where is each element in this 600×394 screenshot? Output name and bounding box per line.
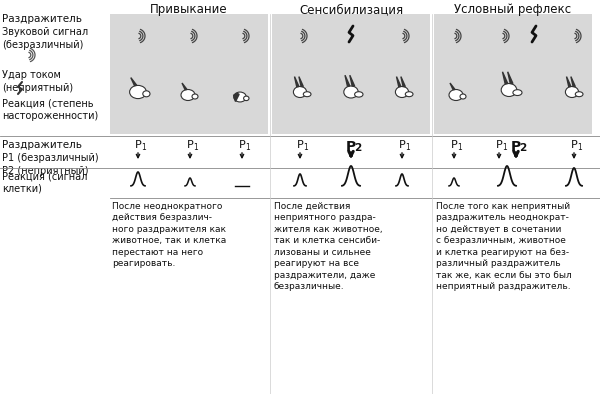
Text: 1: 1 xyxy=(142,143,146,152)
Text: 1: 1 xyxy=(245,143,250,152)
Ellipse shape xyxy=(293,87,307,97)
Polygon shape xyxy=(503,72,508,84)
Text: Р: Р xyxy=(511,140,521,154)
Ellipse shape xyxy=(395,87,409,97)
Text: Р: Р xyxy=(134,140,142,150)
Text: Р: Р xyxy=(496,140,502,150)
Text: Р1 (безразличный)
Р2 (неприятный): Р1 (безразличный) Р2 (неприятный) xyxy=(2,153,98,176)
Text: Привыкание: Привыкание xyxy=(150,3,228,16)
Ellipse shape xyxy=(406,92,413,97)
Text: 2: 2 xyxy=(355,143,362,153)
Text: 1: 1 xyxy=(458,143,462,152)
Ellipse shape xyxy=(303,92,311,97)
Ellipse shape xyxy=(460,94,466,99)
Text: 2: 2 xyxy=(520,143,527,153)
Text: Р: Р xyxy=(451,140,457,150)
Polygon shape xyxy=(450,83,455,89)
Polygon shape xyxy=(397,76,401,87)
Polygon shape xyxy=(295,76,299,87)
Ellipse shape xyxy=(355,92,363,97)
Polygon shape xyxy=(234,93,239,102)
Polygon shape xyxy=(571,76,575,87)
Text: Сенсибилизация: Сенсибилизация xyxy=(299,3,403,16)
Ellipse shape xyxy=(513,90,522,95)
Text: Удар током
(неприятный): Удар током (неприятный) xyxy=(2,70,73,93)
Text: Р: Р xyxy=(398,140,406,150)
Text: 1: 1 xyxy=(304,143,308,152)
Bar xyxy=(110,14,268,134)
Text: Раздражитель: Раздражитель xyxy=(2,140,82,150)
Ellipse shape xyxy=(565,87,578,97)
Polygon shape xyxy=(350,75,355,86)
Polygon shape xyxy=(508,72,513,84)
Polygon shape xyxy=(131,78,137,85)
Text: 1: 1 xyxy=(577,143,582,152)
Ellipse shape xyxy=(143,91,150,97)
Polygon shape xyxy=(182,83,187,89)
Text: Р: Р xyxy=(187,140,193,150)
Polygon shape xyxy=(401,76,406,87)
Ellipse shape xyxy=(234,92,247,102)
Text: Звуковой сигнал
(безразличный): Звуковой сигнал (безразличный) xyxy=(2,27,88,50)
Ellipse shape xyxy=(575,92,583,97)
Text: Р: Р xyxy=(239,140,245,150)
Ellipse shape xyxy=(501,84,517,97)
Ellipse shape xyxy=(192,94,198,99)
Text: Р: Р xyxy=(571,140,577,150)
Text: 1: 1 xyxy=(193,143,198,152)
Text: 1: 1 xyxy=(406,143,410,152)
Ellipse shape xyxy=(449,89,463,100)
Polygon shape xyxy=(345,75,350,86)
Bar xyxy=(272,14,430,134)
Text: Реакция (степень
настороженности): Реакция (степень настороженности) xyxy=(2,98,98,121)
Text: После того как неприятный
раздражитель неоднократ-
но действует в сочетании
с бе: После того как неприятный раздражитель н… xyxy=(436,202,572,291)
Text: 1: 1 xyxy=(503,143,507,152)
Ellipse shape xyxy=(244,96,249,100)
Polygon shape xyxy=(566,76,571,87)
Ellipse shape xyxy=(181,89,195,100)
Text: Реакция (сигнал
клетки): Реакция (сигнал клетки) xyxy=(2,171,88,194)
Text: После неоднократного
действия безразлич-
ного раздражителя как
животное, так и к: После неоднократного действия безразлич-… xyxy=(112,202,226,268)
Polygon shape xyxy=(299,76,304,87)
Bar xyxy=(434,14,592,134)
Text: После действия
неприятного раздра-
жителя как животное,
так и клетка сенсиби-
ли: После действия неприятного раздра- жител… xyxy=(274,202,383,291)
Text: Р: Р xyxy=(346,140,356,154)
Ellipse shape xyxy=(130,85,146,98)
Text: Раздражитель: Раздражитель xyxy=(2,14,82,24)
Text: Р: Р xyxy=(296,140,304,150)
Ellipse shape xyxy=(344,86,358,98)
Text: Условный рефлекс: Условный рефлекс xyxy=(454,3,572,16)
